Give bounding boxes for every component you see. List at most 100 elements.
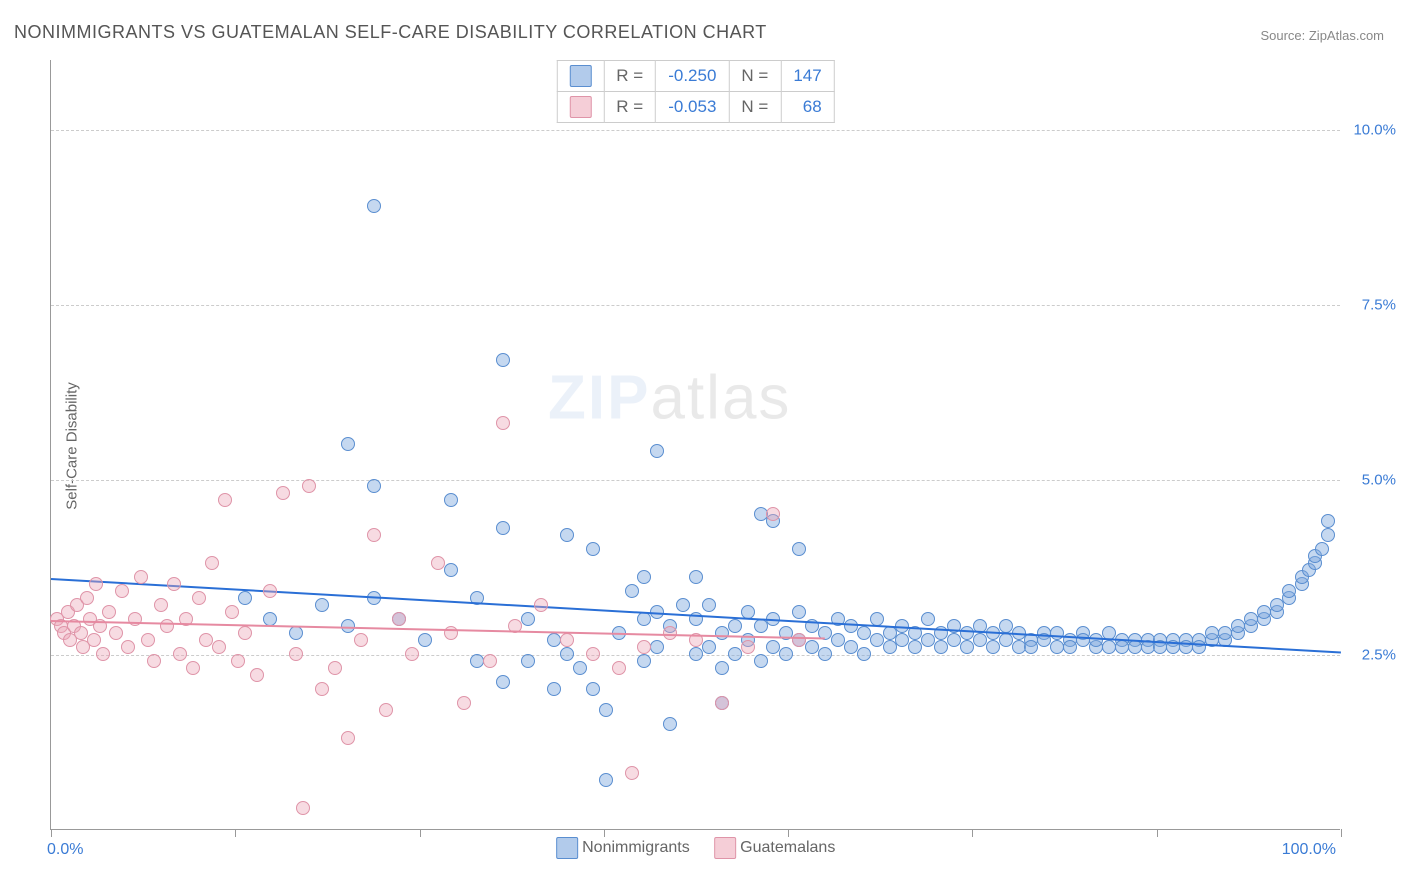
data-point <box>741 640 755 654</box>
data-point <box>444 563 458 577</box>
data-point <box>934 640 948 654</box>
data-point <box>1102 640 1116 654</box>
data-point <box>186 661 200 675</box>
data-point <box>625 584 639 598</box>
data-point <box>960 640 974 654</box>
data-point <box>521 654 535 668</box>
data-point <box>754 507 768 521</box>
data-point <box>792 542 806 556</box>
data-point <box>715 626 729 640</box>
data-point <box>870 633 884 647</box>
data-point <box>689 570 703 584</box>
data-point <box>496 521 510 535</box>
data-point <box>134 570 148 584</box>
data-point <box>844 640 858 654</box>
data-point <box>1205 626 1219 640</box>
data-point <box>547 682 561 696</box>
data-point <box>1192 640 1206 654</box>
legend-item: Nonimmigrants <box>556 839 690 856</box>
data-point <box>1321 514 1335 528</box>
data-point <box>457 696 471 710</box>
data-point <box>218 493 232 507</box>
data-point <box>844 619 858 633</box>
data-point <box>231 654 245 668</box>
data-point <box>766 640 780 654</box>
x-tick <box>51 829 52 837</box>
data-point <box>1115 640 1129 654</box>
data-point <box>1218 626 1232 640</box>
data-point <box>367 479 381 493</box>
data-point <box>728 619 742 633</box>
watermark: ZIPatlas <box>548 363 791 434</box>
data-point <box>908 640 922 654</box>
legend-n-label: N = <box>729 61 781 92</box>
data-point <box>1244 612 1258 626</box>
data-point <box>115 584 129 598</box>
data-point <box>534 598 548 612</box>
data-point <box>612 661 626 675</box>
legend-swatch <box>714 837 736 859</box>
data-point <box>1050 640 1064 654</box>
data-point <box>921 633 935 647</box>
data-point <box>521 612 535 626</box>
data-point <box>960 626 974 640</box>
data-point <box>173 647 187 661</box>
data-point <box>754 654 768 668</box>
data-point <box>547 633 561 647</box>
data-point <box>379 703 393 717</box>
data-point <box>1231 619 1245 633</box>
legend-n-label: N = <box>729 92 781 123</box>
gridline <box>51 305 1340 306</box>
data-point <box>715 696 729 710</box>
data-point <box>205 556 219 570</box>
data-point <box>650 640 664 654</box>
data-point <box>973 633 987 647</box>
data-point <box>728 647 742 661</box>
data-point <box>199 633 213 647</box>
data-point <box>702 598 716 612</box>
data-point <box>999 633 1013 647</box>
data-point <box>676 598 690 612</box>
data-point <box>895 633 909 647</box>
data-point <box>883 640 897 654</box>
data-point <box>302 479 316 493</box>
data-point <box>418 633 432 647</box>
data-point <box>109 626 123 640</box>
data-point <box>147 654 161 668</box>
data-point <box>637 654 651 668</box>
data-point <box>470 654 484 668</box>
data-point <box>238 591 252 605</box>
data-point <box>831 633 845 647</box>
data-point <box>1024 640 1038 654</box>
data-point <box>792 605 806 619</box>
data-point <box>586 542 600 556</box>
data-point <box>1076 633 1090 647</box>
data-point <box>805 640 819 654</box>
legend-swatch <box>569 65 591 87</box>
page-title: NONIMMIGRANTS VS GUATEMALAN SELF-CARE DI… <box>14 22 767 43</box>
data-point <box>625 766 639 780</box>
x-axis-max-label: 100.0% <box>1282 841 1336 859</box>
data-point <box>947 633 961 647</box>
data-point <box>74 626 88 640</box>
data-point <box>405 647 419 661</box>
legend-n-value: 147 <box>781 61 834 92</box>
data-point <box>444 493 458 507</box>
data-point <box>586 647 600 661</box>
data-point <box>986 640 1000 654</box>
gridline <box>51 480 1340 481</box>
data-point <box>296 801 310 815</box>
data-point <box>663 717 677 731</box>
data-point <box>276 486 290 500</box>
source-attribution: Source: ZipAtlas.com <box>1260 28 1384 43</box>
legend-item: Guatemalans <box>714 839 836 856</box>
data-point <box>857 626 871 640</box>
data-point <box>999 619 1013 633</box>
data-point <box>792 633 806 647</box>
x-tick <box>972 829 973 837</box>
data-point <box>496 675 510 689</box>
data-point <box>1063 640 1077 654</box>
gridline <box>51 130 1340 131</box>
data-point <box>1089 633 1103 647</box>
data-point <box>857 647 871 661</box>
